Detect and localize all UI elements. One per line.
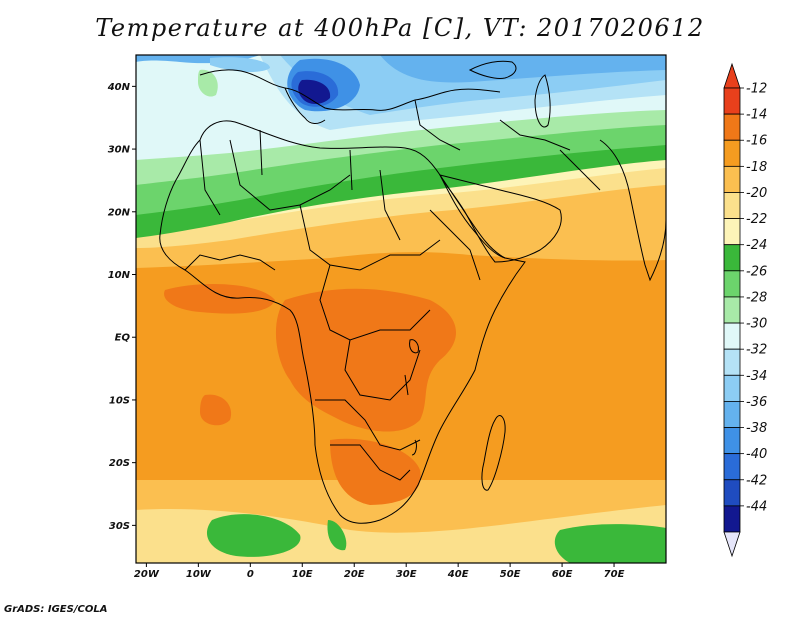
colorbar-swatch [723, 113, 741, 141]
colorbar-level-label: -12 [746, 82, 767, 97]
colorbar-level-label: -26 [746, 264, 767, 279]
lon-tick-label: 10W [186, 569, 212, 580]
colorbar-level-label: -44 [746, 499, 767, 514]
temperature-field [136, 55, 666, 563]
colorbar-level-label: -18 [746, 160, 767, 175]
colorbar-swatch [723, 218, 741, 246]
colorbar-swatch [723, 479, 741, 507]
coastlines [159, 60, 666, 524]
chart-title: Temperature at 400hPa [C], VT: 201702061… [95, 14, 705, 42]
lon-tick-label: 50E [500, 569, 521, 580]
colorbar-level-label: -28 [746, 290, 767, 305]
latitude-ticks [132, 85, 136, 526]
colorbar-bottom-arrow [723, 531, 741, 558]
lon-tick-label: 0 [247, 569, 254, 580]
colorbar-swatch [723, 348, 741, 376]
colorbar-level-label: -34 [746, 369, 767, 384]
colorbar-swatch [723, 322, 741, 350]
longitude-labels: 20W 10W 0 10E 20E 30E 40E 50E 60E 70E [134, 569, 625, 580]
lat-tick-label: 10S [109, 395, 130, 406]
longitude-ticks [145, 563, 615, 567]
map-frame [135, 54, 667, 564]
colorbar-level-label: -40 [746, 447, 767, 462]
colorbar-swatch [723, 270, 741, 298]
latitude-labels: 40N 30N 20N 10N EQ 10S 20S 30S [107, 82, 131, 532]
colorbar-swatch [723, 401, 741, 428]
grads-credit: GrADS: IGES/COLA [4, 604, 108, 615]
colorbar-swatch [723, 453, 741, 481]
colorbar: -12 -14 -16 -18 -20 -22 -24 -26 -28 -30 -32 -34 -36 -… [723, 62, 767, 558]
lat-tick-label: 20N [108, 207, 131, 218]
lon-tick-label: 60E [552, 569, 573, 580]
colorbar-level-label: -36 [746, 395, 767, 410]
colorbar-swatch [723, 374, 741, 402]
colorbar-level-label: -42 [746, 473, 767, 488]
colorbar-swatch [723, 165, 741, 193]
colorbar-level-label: -38 [746, 421, 767, 436]
lat-tick-label: 30S [109, 521, 130, 532]
lat-tick-label: 30N [108, 145, 131, 156]
colorbar-level-label: -14 [746, 108, 767, 123]
lon-tick-label: 70E [604, 569, 625, 580]
colorbar-swatch [723, 296, 741, 324]
colorbar-level-label: -32 [746, 343, 767, 358]
lat-tick-label: 20S [109, 458, 130, 469]
lon-tick-label: 20W [134, 569, 160, 580]
lat-tick-label: EQ [115, 333, 131, 344]
lon-tick-label: 40E [447, 569, 469, 580]
lat-tick-label: 40N [107, 82, 131, 93]
colorbar-swatch [723, 244, 741, 272]
colorbar-top-arrow [723, 62, 741, 89]
colorbar-level-label: -30 [746, 317, 767, 332]
colorbar-swatch [723, 87, 741, 115]
colorbar-swatch [723, 192, 741, 219]
colorbar-level-label: -16 [746, 134, 767, 149]
lat-tick-label: 10N [108, 270, 131, 281]
colorbar-level-label: -24 [746, 238, 767, 253]
lon-tick-label: 30E [396, 569, 417, 580]
colorbar-level-label: -20 [746, 186, 767, 201]
colorbar-level-label: -22 [746, 212, 767, 227]
colorbar-swatch [723, 505, 741, 533]
lon-tick-label: 20E [344, 569, 365, 580]
colorbar-swatch [723, 139, 741, 167]
colorbar-swatch [723, 427, 741, 455]
lon-tick-label: 10E [292, 569, 313, 580]
